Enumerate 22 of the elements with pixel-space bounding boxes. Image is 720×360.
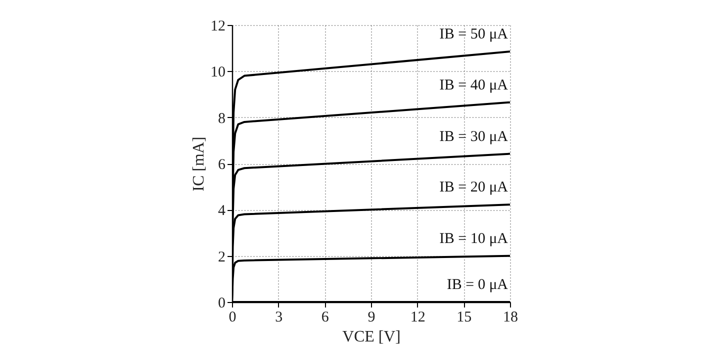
y-tick-label: 6	[218, 157, 226, 173]
x-tick-label: 6	[321, 310, 330, 326]
y-tick-label: 0	[218, 296, 226, 312]
series-label: IB = 30 μA	[439, 128, 508, 145]
y-tick-label: 4	[218, 203, 226, 220]
y-axis-title: IC [mA]	[190, 136, 208, 192]
series-label: IB = 0 μA	[446, 277, 508, 293]
x-tick-label: 18	[503, 310, 518, 326]
series-label: IB = 10 μA	[439, 230, 508, 247]
x-tick-label: 9	[368, 310, 376, 326]
y-tick-label: 8	[218, 110, 226, 127]
y-tick-label: 2	[218, 249, 226, 266]
x-tick-label: 3	[275, 310, 283, 326]
series-label: IB = 50 μA	[439, 26, 508, 43]
x-tick-label: 0	[228, 310, 236, 326]
series-label: IB = 20 μA	[439, 180, 508, 196]
x-axis-title: VCE [V]	[342, 328, 401, 346]
series-label: IB = 40 μA	[439, 77, 508, 94]
x-tick-label: 15	[456, 310, 472, 326]
x-tick-label: 12	[410, 310, 426, 326]
y-tick-label: 10	[210, 64, 226, 81]
y-tick-label: 12	[210, 18, 226, 34]
